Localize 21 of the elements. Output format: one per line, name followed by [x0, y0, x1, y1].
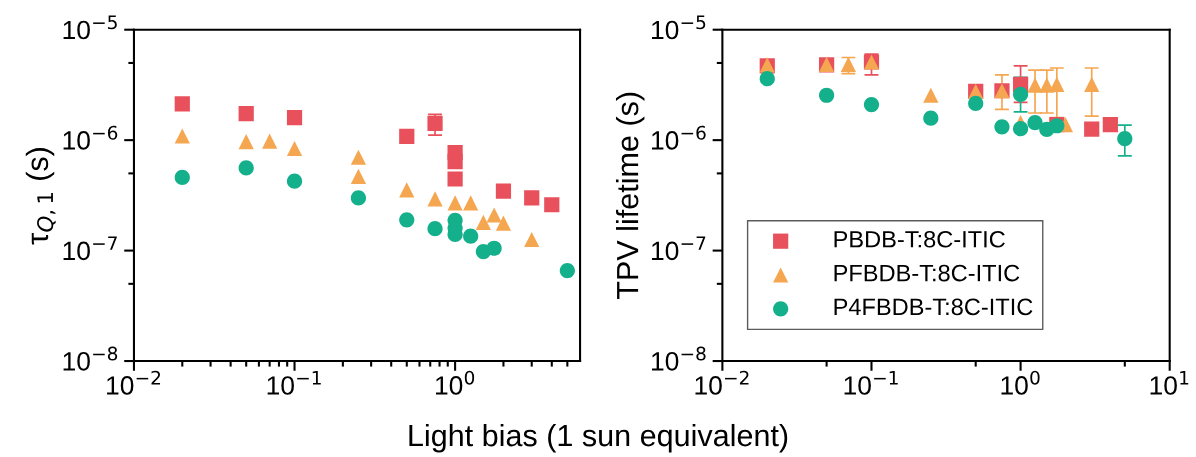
y-axis-title: TPV lifetime (s) — [615, 92, 645, 300]
x-tick-label: 10$^{−2}$ — [695, 370, 749, 395]
y-tick-label: 10$^{−8}$ — [63, 346, 118, 371]
legend-label: P4FBDB-T:8C-ITIC — [834, 298, 1033, 316]
y-tick-label: 10$^{−6}$ — [652, 125, 706, 150]
y-tick-label: 10$^{−7}$ — [63, 236, 117, 261]
x-tick-label: 10$^{−1}$ — [844, 370, 898, 395]
x-tick-label: 10$^{1}$ — [1150, 370, 1189, 395]
legend-label: PFBDB-T:8C-ITIC — [834, 264, 1020, 282]
x-tick-label: 10$^{−2}$ — [107, 370, 161, 395]
y-tick-label: 10$^{−8}$ — [652, 346, 706, 371]
x-tick-label: 10$^{−1}$ — [267, 370, 321, 395]
y-axis-title: τ$_{Q,1}$ (s) — [25, 148, 56, 245]
y-tick-label: 10$^{−7}$ — [652, 236, 706, 261]
x-tick-label: 10$^{0}$ — [1001, 370, 1040, 395]
x-axis-title: Light bias (1 sun equivalent) — [409, 423, 788, 453]
y-tick-label: 10$^{−5}$ — [652, 15, 706, 40]
legend-label: PBDB-T:8C-ITIC — [834, 230, 1005, 248]
x-tick-label: 10$^{0}$ — [436, 370, 475, 395]
y-tick-label: 10$^{−6}$ — [63, 125, 118, 150]
y-tick-label: 10$^{−5}$ — [63, 15, 117, 40]
